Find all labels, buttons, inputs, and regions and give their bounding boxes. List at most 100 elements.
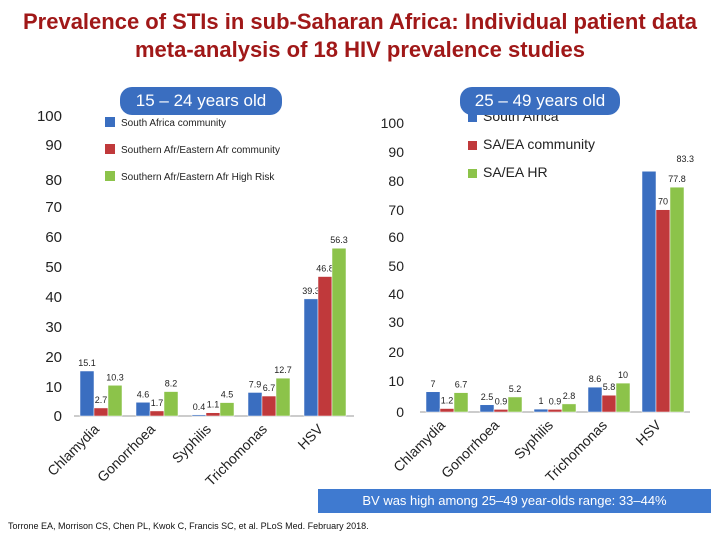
right-bar-gonorrhoea-s2 (493, 409, 509, 413)
right-ytick-label: 40 (388, 286, 404, 302)
left-bar-chlamydia-s3 (107, 385, 123, 417)
right-category-label: Syphilis (511, 417, 556, 462)
right-legend-swatch (468, 141, 477, 150)
right-data-label: 2.5 (481, 392, 494, 402)
left-ytick-label: 50 (45, 259, 62, 276)
left-ytick-label: 0 (54, 408, 62, 425)
left-data-label: 46.8 (316, 264, 334, 274)
right-category-label: Gonorrhoea (438, 417, 502, 481)
right-bar-syphilis-s2 (547, 409, 563, 413)
right-bar-hsv-s2 (655, 209, 671, 413)
left-bar-gonorrhoea-s1 (135, 402, 151, 417)
left-data-label: 1.1 (207, 400, 220, 410)
left-ytick-label: 100 (37, 108, 62, 125)
left-legend-swatch (105, 117, 115, 127)
right-data-label: 77.8 (668, 174, 686, 184)
right-ytick-label: 0 (396, 404, 404, 420)
left-legend-label: South Africa community (121, 118, 226, 129)
left-bar-gonorrhoea-s2 (149, 410, 165, 417)
right-legend-label: SA/EA HR (483, 164, 548, 180)
left-bar-chlamydia-s1 (79, 370, 95, 417)
left-ytick-label: 90 (45, 137, 62, 154)
left-ytick-label: 40 (45, 289, 62, 306)
right-data-label: 10 (618, 370, 628, 380)
left-data-label: 39.3 (302, 286, 320, 296)
right-data-label: 0.9 (549, 396, 562, 406)
left-data-label: 2.7 (95, 395, 108, 405)
left-data-label: 56.3 (330, 235, 348, 245)
right-bar-syphilis-s3 (561, 403, 577, 413)
left-bar-hsv-s1 (303, 298, 319, 417)
left-bar-trichomonas-s3 (275, 377, 291, 417)
left-data-label: 7.9 (249, 379, 262, 389)
right-data-label: 8.6 (589, 374, 602, 384)
left-data-label: 10.3 (106, 372, 124, 382)
right-ytick-label: 60 (388, 229, 404, 245)
right-bar-trichomonas-s1 (587, 386, 603, 413)
right-bar-hsv-s3 (669, 186, 685, 413)
right-bar-gonorrhoea-s1 (479, 404, 495, 413)
left-data-label: 4.6 (137, 389, 150, 399)
left-data-label: 6.7 (263, 383, 276, 393)
right-data-label: 7 (430, 379, 435, 389)
left-ytick-label: 20 (45, 349, 62, 366)
right-data-label: 2.8 (563, 391, 576, 401)
right-bar-trichomonas-s3 (615, 382, 631, 413)
right-ytick-label: 70 (388, 202, 404, 218)
right-ytick-label: 100 (381, 115, 405, 131)
right-data-label: 0.9 (495, 396, 508, 406)
left-bar-hsv-s2 (317, 276, 333, 417)
left-bar-chlamydia-s2 (93, 407, 109, 417)
right-legend-swatch (468, 113, 477, 122)
right-data-label: 70 (658, 197, 668, 207)
right-ytick-label: 80 (388, 173, 404, 189)
slide-title: Prevalence of STIs in sub-Saharan Africa… (22, 9, 698, 62)
right-bar-syphilis-s1 (533, 408, 549, 413)
right-bar-trichomonas-s2 (601, 394, 617, 413)
left-data-label: 4.5 (221, 390, 234, 400)
right-data-label: 6.7 (455, 380, 468, 390)
left-bar-trichomonas-s1 (247, 392, 263, 417)
left-ytick-label: 80 (45, 172, 62, 189)
right-data-label: 1 (538, 396, 543, 406)
right-bar-gonorrhoea-s3 (507, 396, 523, 413)
left-bar-syphilis-s2 (205, 412, 221, 417)
left-data-label: 12.7 (274, 365, 292, 375)
left-category-label: Chlamydia (44, 421, 102, 479)
left-ytick-label: 30 (45, 319, 62, 336)
right-data-label: 5.8 (603, 382, 616, 392)
left-bar-hsv-s3 (331, 247, 347, 417)
right-data-label: 1.2 (441, 396, 454, 406)
right-data-label-extra: 83.3 (676, 154, 694, 164)
bv-banner: BV was high among 25–49 year-olds range:… (318, 489, 711, 513)
left-legend-swatch (105, 144, 115, 154)
left-ytick-label: 60 (45, 229, 62, 246)
left-data-label: 8.2 (165, 379, 178, 389)
left-ytick-label: 70 (45, 199, 62, 216)
right-ytick-label: 30 (388, 314, 404, 330)
left-data-label: 15.1 (78, 358, 96, 368)
left-data-label: 0.4 (193, 402, 206, 412)
left-category-label: HSV (294, 420, 326, 452)
age-15-24-label: 15 – 24 years old (120, 87, 282, 115)
left-data-label: 1.7 (151, 398, 164, 408)
age-25-49-label: 25 – 49 years old (460, 87, 620, 115)
left-bar-syphilis-s1 (191, 414, 207, 417)
right-legend-label: SA/EA community (483, 136, 595, 152)
right-data-label: 5.2 (509, 384, 522, 394)
right-bar-chlamydia-s1 (425, 391, 441, 413)
right-bar-chlamydia-s2 (439, 408, 455, 413)
right-ytick-label: 10 (388, 373, 404, 389)
left-bar-trichomonas-s2 (261, 395, 277, 417)
left-legend-label: Southern Afr/Eastern Afr High Risk (121, 172, 275, 183)
left-legend-label: Southern Afr/Eastern Afr community (121, 145, 280, 156)
right-category-label: Chlamydia (390, 417, 448, 475)
right-ytick-label: 50 (388, 258, 404, 274)
right-bar-hsv-s1 (641, 171, 657, 413)
left-category-label: Gonorrhoea (94, 421, 158, 485)
left-bar-gonorrhoea-s3 (163, 391, 179, 417)
right-category-label: HSV (632, 416, 664, 448)
citation: Torrone EA, Morrison CS, Chen PL, Kwok C… (8, 521, 369, 531)
left-legend-swatch (105, 171, 115, 181)
